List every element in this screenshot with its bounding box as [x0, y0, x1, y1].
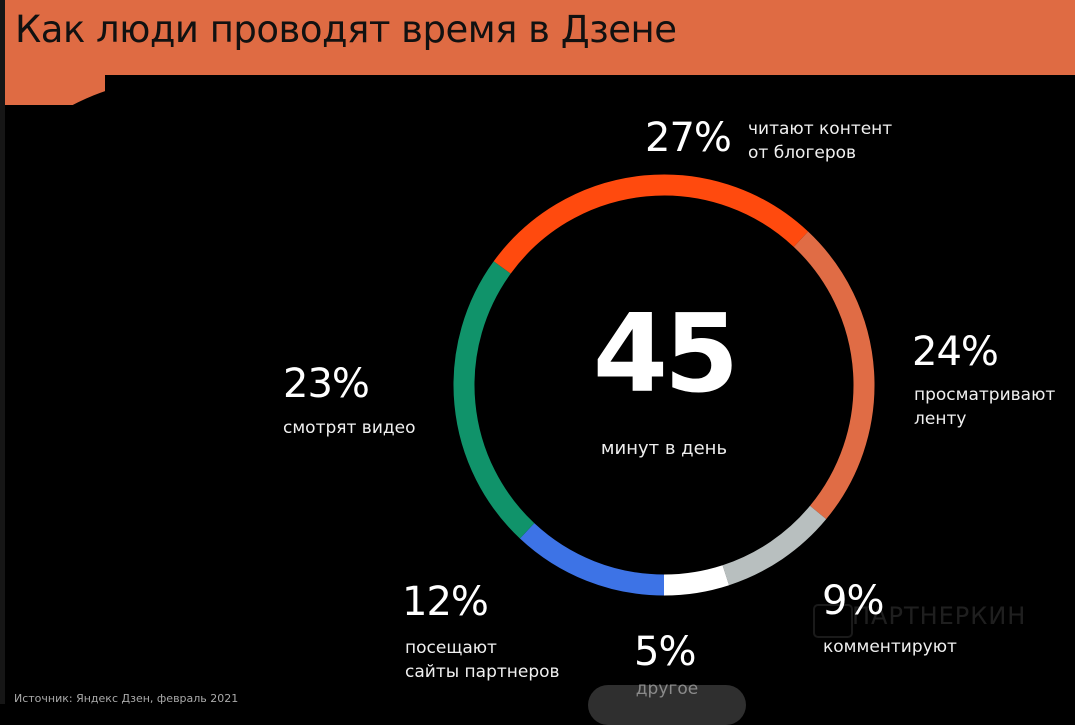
- pct-video: 23%: [283, 361, 370, 407]
- watermark: ПАРТНЕРКИН: [852, 602, 1027, 630]
- desc-other: другое: [635, 679, 699, 699]
- ring-segment: [722, 505, 827, 586]
- header-bar: Как люди проводят время в Дзене: [5, 0, 1075, 75]
- desc-partners-2: сайты партнеров: [405, 662, 560, 682]
- desc-feed-2: ленту: [914, 409, 967, 429]
- source-note: Источник: Яндекс Дзен, февраль 2021: [14, 692, 239, 705]
- ring-segment: [493, 174, 809, 274]
- desc-comment: комментируют: [823, 637, 957, 657]
- pct-read-blogs: 27%: [645, 115, 732, 161]
- watermark-logo-icon: [813, 604, 853, 638]
- desc-read-blogs-2: от блогеров: [748, 143, 857, 163]
- center-value: 45: [592, 292, 739, 417]
- left-edge: [0, 0, 5, 704]
- desc-read-blogs-1: читают контент: [748, 119, 893, 139]
- center-label: минут в день: [600, 438, 728, 459]
- page-title: Как люди проводят время в Дзене: [15, 8, 677, 51]
- pct-partners: 12%: [402, 579, 489, 625]
- pct-feed: 24%: [912, 329, 999, 375]
- donut-chart: [453, 174, 875, 596]
- ring-segment: [453, 261, 535, 539]
- desc-video: смотрят видео: [283, 418, 416, 438]
- header-corner-curve: [5, 75, 105, 105]
- desc-partners-1: посещают: [405, 638, 497, 658]
- ring-segment: [663, 565, 730, 596]
- desc-feed-1: просматривают: [914, 385, 1056, 405]
- pct-other: 5%: [634, 629, 696, 675]
- ring-segment: [793, 231, 875, 520]
- pct-comment: 9%: [822, 578, 884, 624]
- ring-segment: [519, 523, 665, 596]
